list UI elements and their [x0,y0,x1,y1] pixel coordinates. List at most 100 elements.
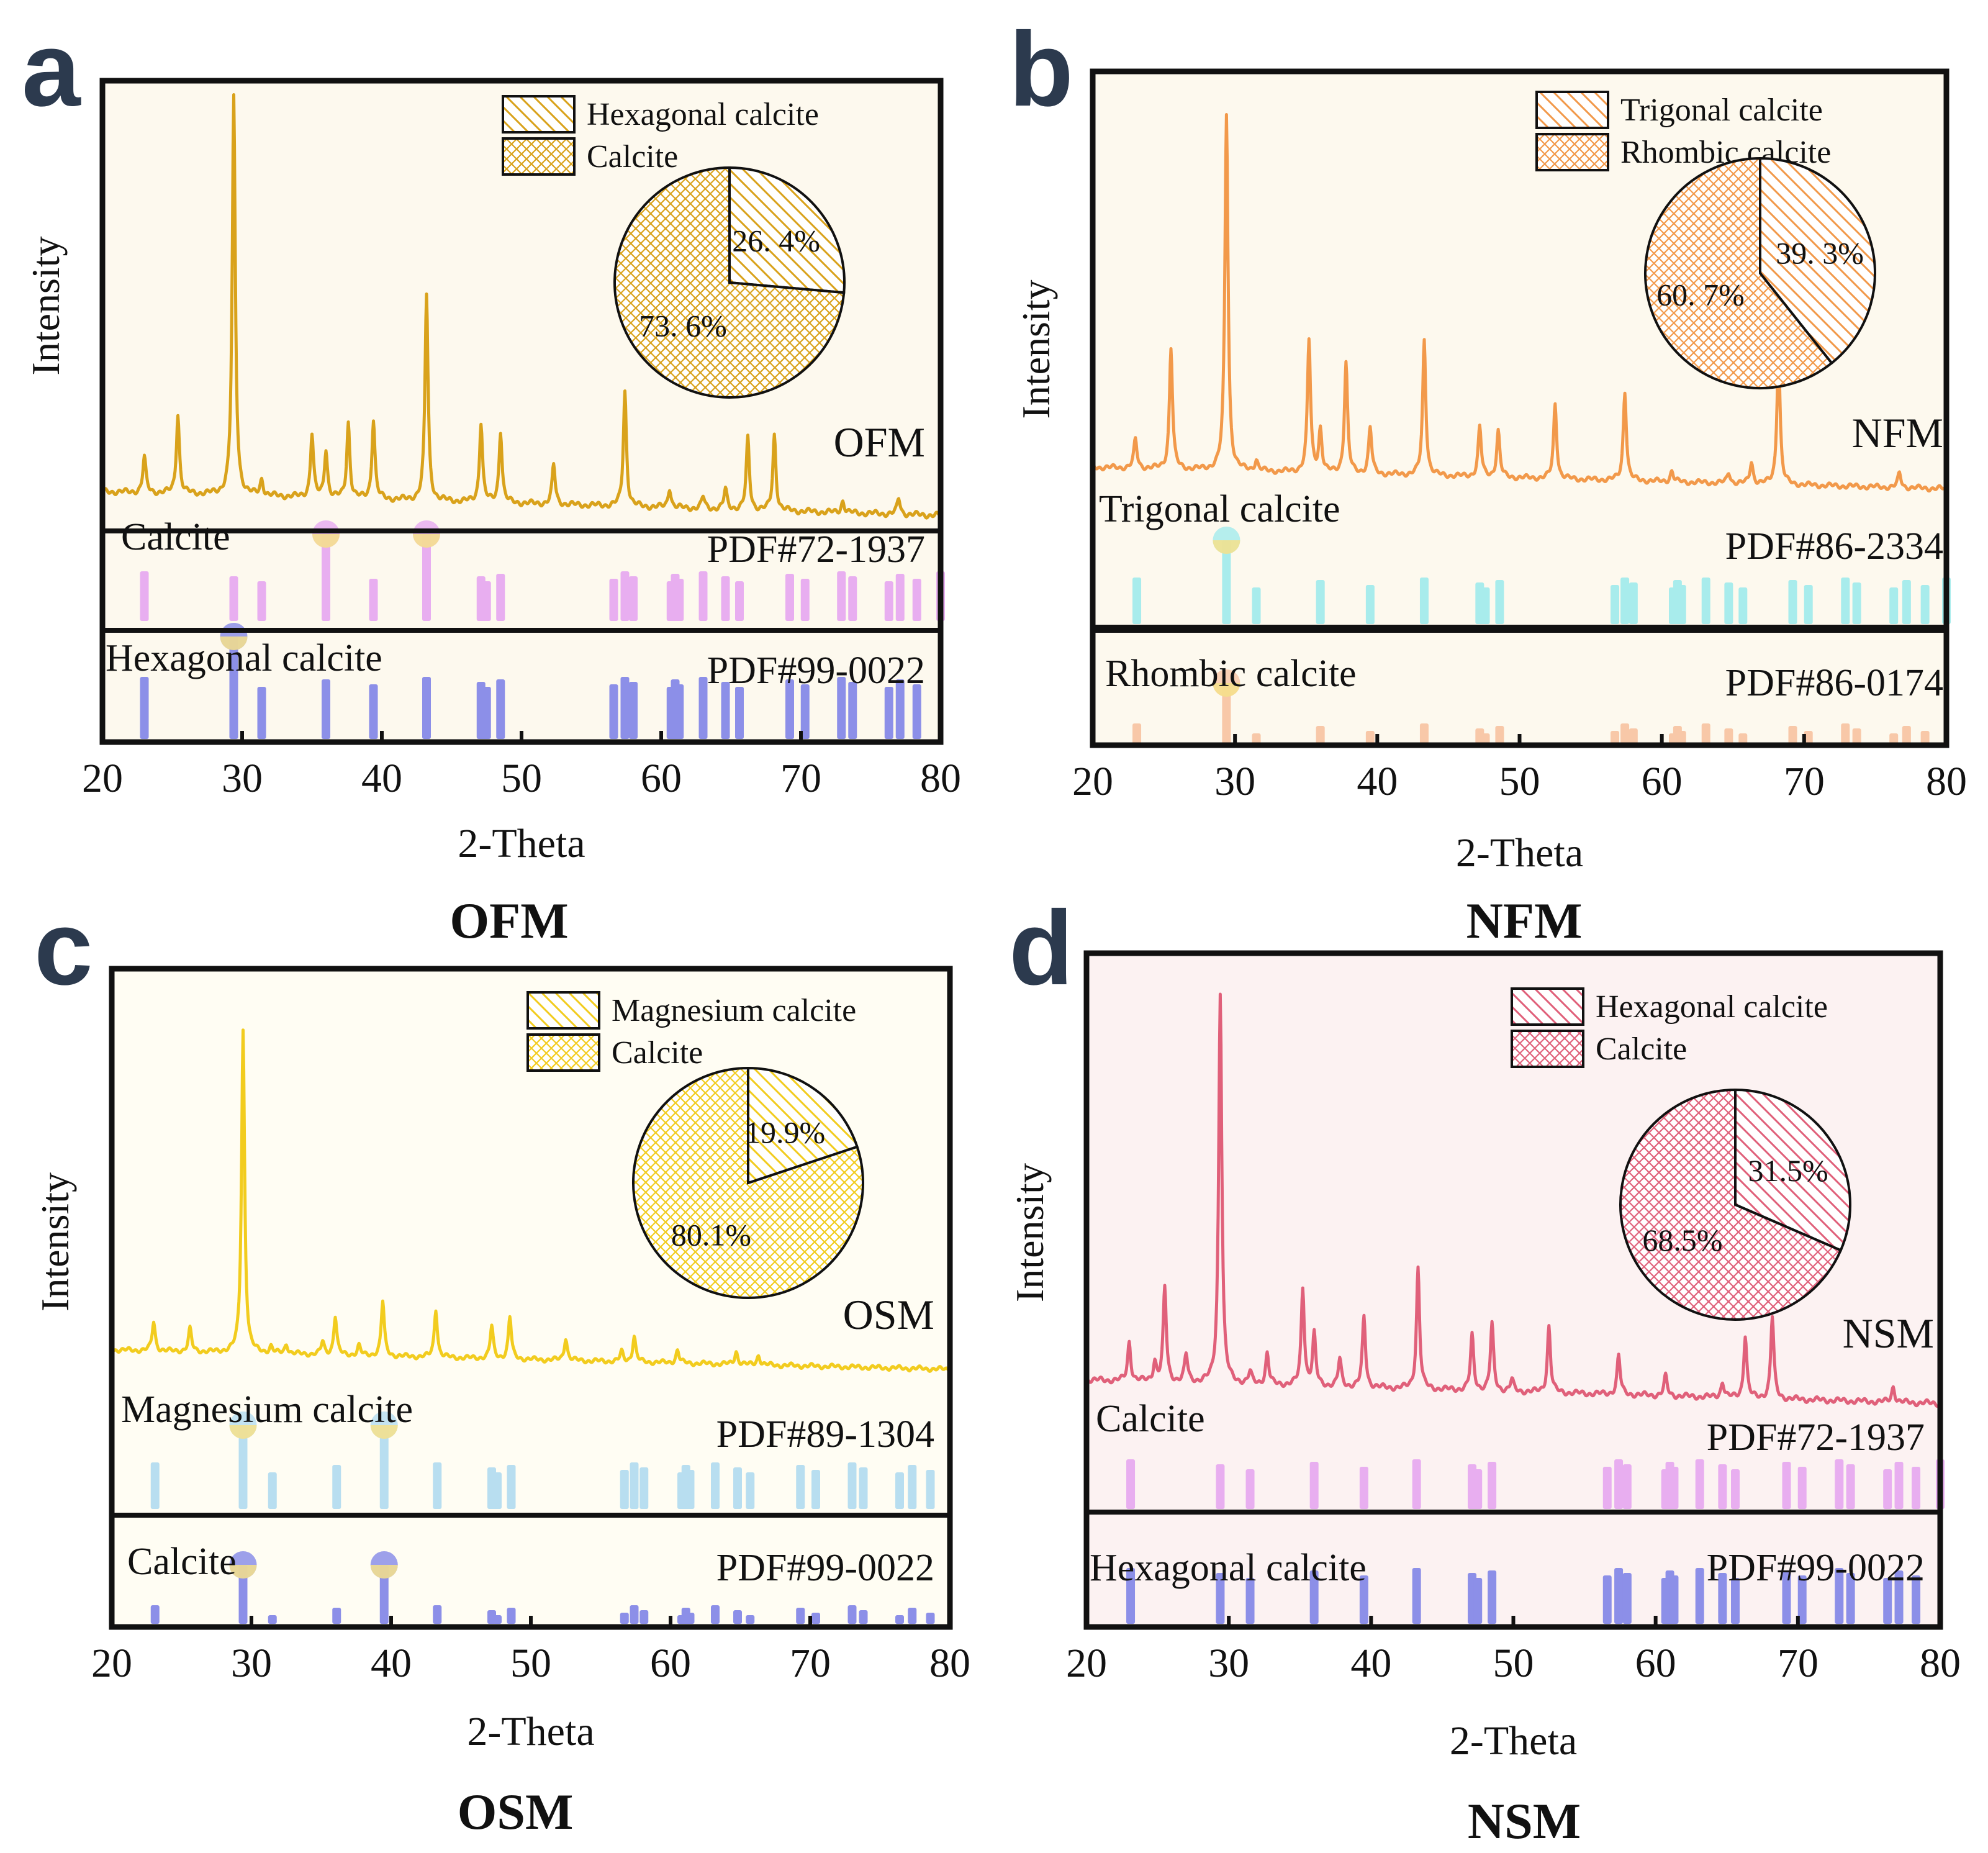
reference-phase-label: Rhombic calcite [1105,653,1357,695]
reference-line-2 [1701,723,1710,744]
reference-marker-fill [312,534,340,548]
panel-d: Calcite PDF#72-1937 Hexagonal calcite PDF#9… [1008,889,1961,1849]
reference-line-1 [609,579,618,621]
reference-line-1 [926,1470,935,1509]
reference-line-2 [1222,683,1231,744]
reference-phase-label: Trigonal calcite [1099,488,1340,530]
pie-slice [728,166,846,294]
reference-pdf-label: PDF#89-1304 [716,1413,934,1456]
reference-line-1 [848,576,857,621]
reference-line-2 [1252,733,1261,744]
pie-slice [1759,156,1877,365]
x-tick-label: 60 [1635,1641,1676,1686]
reference-line-2 [620,677,630,739]
reference-line-1 [1412,1459,1421,1509]
pie-slice-label: 68.5% [1642,1223,1722,1257]
pie-slice-label: 26. 4% [732,223,820,258]
x-tick-label: 40 [1357,759,1398,804]
reference-line-2 [895,1615,904,1624]
reference-line-2 [1889,733,1899,744]
reference-line-2 [1902,726,1911,744]
reference-line-2 [1216,1573,1225,1624]
reference-line-2 [685,1613,695,1624]
reference-pdf-label: PDF#72-1937 [707,528,925,571]
reference-marker-fill [229,1425,257,1439]
reference-line-2 [847,1605,857,1624]
reference-marker-fill [370,1565,398,1579]
reference-line-2 [1724,728,1733,744]
reference-line-1 [238,1425,248,1509]
reference-line-2 [1412,1568,1421,1624]
reference-line-1 [1488,1462,1497,1509]
reference-line-1 [675,579,684,621]
reference-line-1 [493,1472,502,1509]
reference-line-2 [379,1565,389,1624]
reference-line-2 [884,687,893,739]
reference-line-2 [1495,726,1504,744]
reference-line-1 [1701,578,1710,624]
x-tick-label: 50 [510,1641,551,1686]
reference-line-1 [1419,578,1429,624]
x-tick-label: 80 [920,756,961,801]
panel-c: Magnesium calcite PDF#89-1304 Calcite PDF#9… [33,889,970,1840]
pie-slice [1619,1088,1843,1321]
reference-line-2 [1920,731,1930,744]
reference-line-2 [1316,726,1325,744]
legend-swatch [502,137,576,176]
reference-line-2 [1718,1573,1727,1624]
reference-line-1 [721,576,730,621]
reference-line-2 [1365,731,1375,744]
reference-pdf-label: PDF#86-0174 [1725,662,1943,704]
reference-line-1 [895,574,905,621]
reference-line-1 [1495,580,1504,624]
reference-line-2 [895,679,905,739]
reference-line-1 [1252,587,1261,624]
reference-line-2 [1669,1575,1679,1624]
panel-b: Trigonal calcite PDF#86-2334 Rhombic calci… [1009,11,1967,949]
panel-caption: OFM [450,892,568,949]
x-tick-label: 30 [231,1641,272,1686]
reference-line-1 [1738,587,1748,624]
reference-line-2 [1894,1570,1904,1624]
reference-line-1 [1216,1464,1225,1509]
reference-line-1 [322,534,330,621]
reference-line-2 [422,677,431,739]
x-tick-label: 60 [650,1641,691,1686]
reference-line-1 [1132,578,1142,624]
reference-line-1 [1841,578,1850,624]
reference-line-1 [859,1467,868,1509]
legend-label: Calcite [587,139,678,174]
panel-letter: d [1009,889,1073,1007]
reference-line-2 [1835,1568,1844,1624]
x-tick-label: 30 [222,756,263,801]
reference-line-1 [1316,580,1325,624]
reference-line-2 [1126,1568,1136,1624]
reference-line-2 [912,684,921,739]
reference-line-2 [796,1608,805,1624]
reference-line-1 [735,581,744,621]
reference-line-2 [908,1608,917,1624]
diffraction-curve [101,93,942,520]
sample-label: OFM [834,419,925,466]
x-tick-label: 50 [1499,759,1540,804]
y-axis-label: Intensity [24,237,68,376]
reference-line-1 [1359,1467,1368,1509]
reference-line-1 [1788,580,1797,624]
reference-line-2 [800,684,810,739]
reference-line-1 [229,576,238,621]
pie-slice [613,166,846,399]
reference-line-1 [379,1425,389,1509]
reference-line-2 [639,1610,649,1624]
reference-line-2 [1629,728,1638,744]
legend-label: Hexagonal calcite [1596,989,1828,1025]
x-tick-label: 70 [1778,1641,1819,1686]
reference-line-1 [912,579,921,621]
reference-line-2 [811,1613,820,1624]
pie-slice-label: 19.9% [745,1115,825,1149]
reference-line-1 [1669,1467,1679,1509]
reference-phase-label: Magnesium calcite [121,1389,413,1431]
reference-line-2 [620,1613,629,1624]
legend-label: Calcite [612,1035,703,1071]
reference-line-2 [493,1615,502,1624]
x-axis-label: 2-Theta [458,821,585,866]
